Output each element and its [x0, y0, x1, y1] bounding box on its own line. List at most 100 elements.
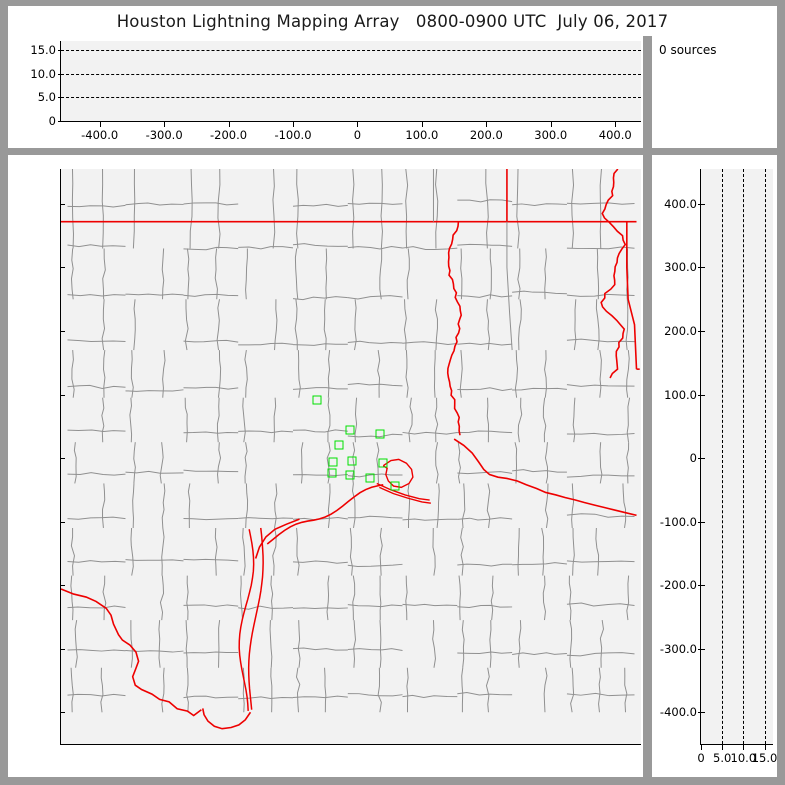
x-tick: [722, 744, 724, 750]
county-border: [71, 169, 74, 249]
altitude-vs-east-west-plot[interactable]: 0 5.0 10.0 15.0 -400.0 -300.0 -200.0 -100.0 0 100…: [30, 41, 641, 142]
x-tick-label: 100.0: [405, 128, 439, 142]
county-border: [129, 397, 133, 443]
state-border: [247, 527, 264, 710]
county-border: [292, 343, 348, 346]
county-border: [67, 384, 126, 390]
lma-station-marker[interactable]: [328, 457, 338, 467]
county-border: [294, 248, 299, 300]
county-border: [70, 248, 74, 300]
county-border: [183, 651, 239, 654]
county-border: [125, 559, 184, 562]
x-tick: [228, 121, 230, 127]
county-border: [406, 667, 409, 713]
county-border: [571, 483, 575, 529]
county-border: [402, 431, 458, 435]
lma-station-marker[interactable]: [347, 456, 357, 466]
x-tick: [615, 744, 616, 745]
y-tick-label: 100.0: [664, 387, 697, 402]
y-tick-label: 15.0: [30, 43, 56, 58]
county-border: [457, 442, 461, 484]
county-border: [599, 620, 604, 668]
county-border: [568, 575, 572, 621]
county-border: [458, 575, 461, 621]
county-border: [599, 350, 602, 398]
county-border: [272, 527, 277, 576]
county-border: [351, 442, 356, 484]
county-border: [596, 248, 600, 300]
county-border: [245, 483, 249, 528]
county-border: [183, 386, 239, 390]
county-border: [239, 575, 243, 621]
lma-station-marker[interactable]: [345, 425, 355, 435]
county-border: [214, 527, 218, 576]
county-border: [132, 169, 136, 249]
county-border: [242, 527, 246, 576]
lma-station-marker[interactable]: [378, 458, 388, 468]
county-border: [183, 604, 239, 607]
lma-station-marker[interactable]: [390, 481, 400, 491]
county-border: [402, 518, 458, 521]
county-border: [517, 527, 520, 576]
gridline-horizontal: [61, 97, 641, 99]
county-border: [162, 350, 166, 398]
county-border: [292, 203, 348, 207]
x-tick: [229, 744, 230, 745]
x-tick: [701, 744, 702, 750]
county-border: [457, 387, 513, 392]
county-border: [274, 299, 278, 351]
lma-station-marker[interactable]: [334, 440, 344, 450]
county-border: [67, 294, 126, 297]
county-border: [130, 350, 134, 398]
county-border: [238, 246, 294, 250]
altitude-vs-north-south-plot[interactable]: 0 5.0 10.0 15.0 400.0 300.0 200.0 100.0 0 -100.0 -…: [660, 169, 777, 765]
lma-station-marker[interactable]: [375, 429, 385, 439]
county-border: [460, 527, 464, 576]
county-border: [186, 248, 190, 300]
county-border: [405, 169, 409, 249]
county-border: [347, 383, 403, 387]
y-tick: [698, 712, 705, 714]
county-border: [544, 442, 549, 484]
state-border: [61, 169, 508, 223]
state-border: [61, 588, 202, 717]
county-border: [161, 527, 165, 576]
x-tick: [164, 121, 166, 127]
county-border: [184, 299, 189, 351]
lma-station-marker[interactable]: [365, 473, 375, 483]
county-border: [125, 293, 184, 296]
plan-view-map-plot[interactable]: -400.0-300.0-200.0-100.00100.0200.0300.0…: [60, 169, 641, 745]
x-tick: [100, 744, 101, 745]
lma-station-marker[interactable]: [345, 470, 355, 480]
county-border: [161, 248, 165, 300]
x-tick: [615, 121, 617, 127]
county-border: [572, 397, 576, 443]
x-tick-label: 200.0: [469, 128, 503, 142]
x-tick: [422, 744, 423, 745]
state-border: [382, 458, 414, 489]
county-border: [435, 169, 439, 249]
county-border: [432, 527, 436, 576]
county-border: [327, 350, 331, 398]
county-border: [626, 575, 630, 621]
x-tick-label: 15.0: [751, 751, 778, 765]
title-bar: Houston Lightning Mapping Array 0800-090…: [8, 6, 777, 36]
county-border: [292, 607, 348, 610]
county-border: [74, 620, 78, 668]
county-border: [125, 389, 184, 392]
county-border: [184, 397, 188, 443]
y-tick: [61, 648, 65, 650]
county-border: [512, 290, 567, 295]
county-border: [73, 442, 77, 484]
x-tick-label: -400.0: [81, 128, 119, 142]
county-border: [269, 620, 273, 668]
county-border: [544, 483, 549, 529]
lma-station-marker[interactable]: [312, 395, 322, 405]
lma-station-marker[interactable]: [327, 468, 337, 478]
county-border: [402, 341, 458, 345]
y-tick-label: -300.0: [659, 641, 697, 656]
county-border: [245, 248, 248, 300]
county-border: [572, 527, 575, 576]
county-border: [377, 667, 382, 713]
county-border: [541, 527, 545, 576]
